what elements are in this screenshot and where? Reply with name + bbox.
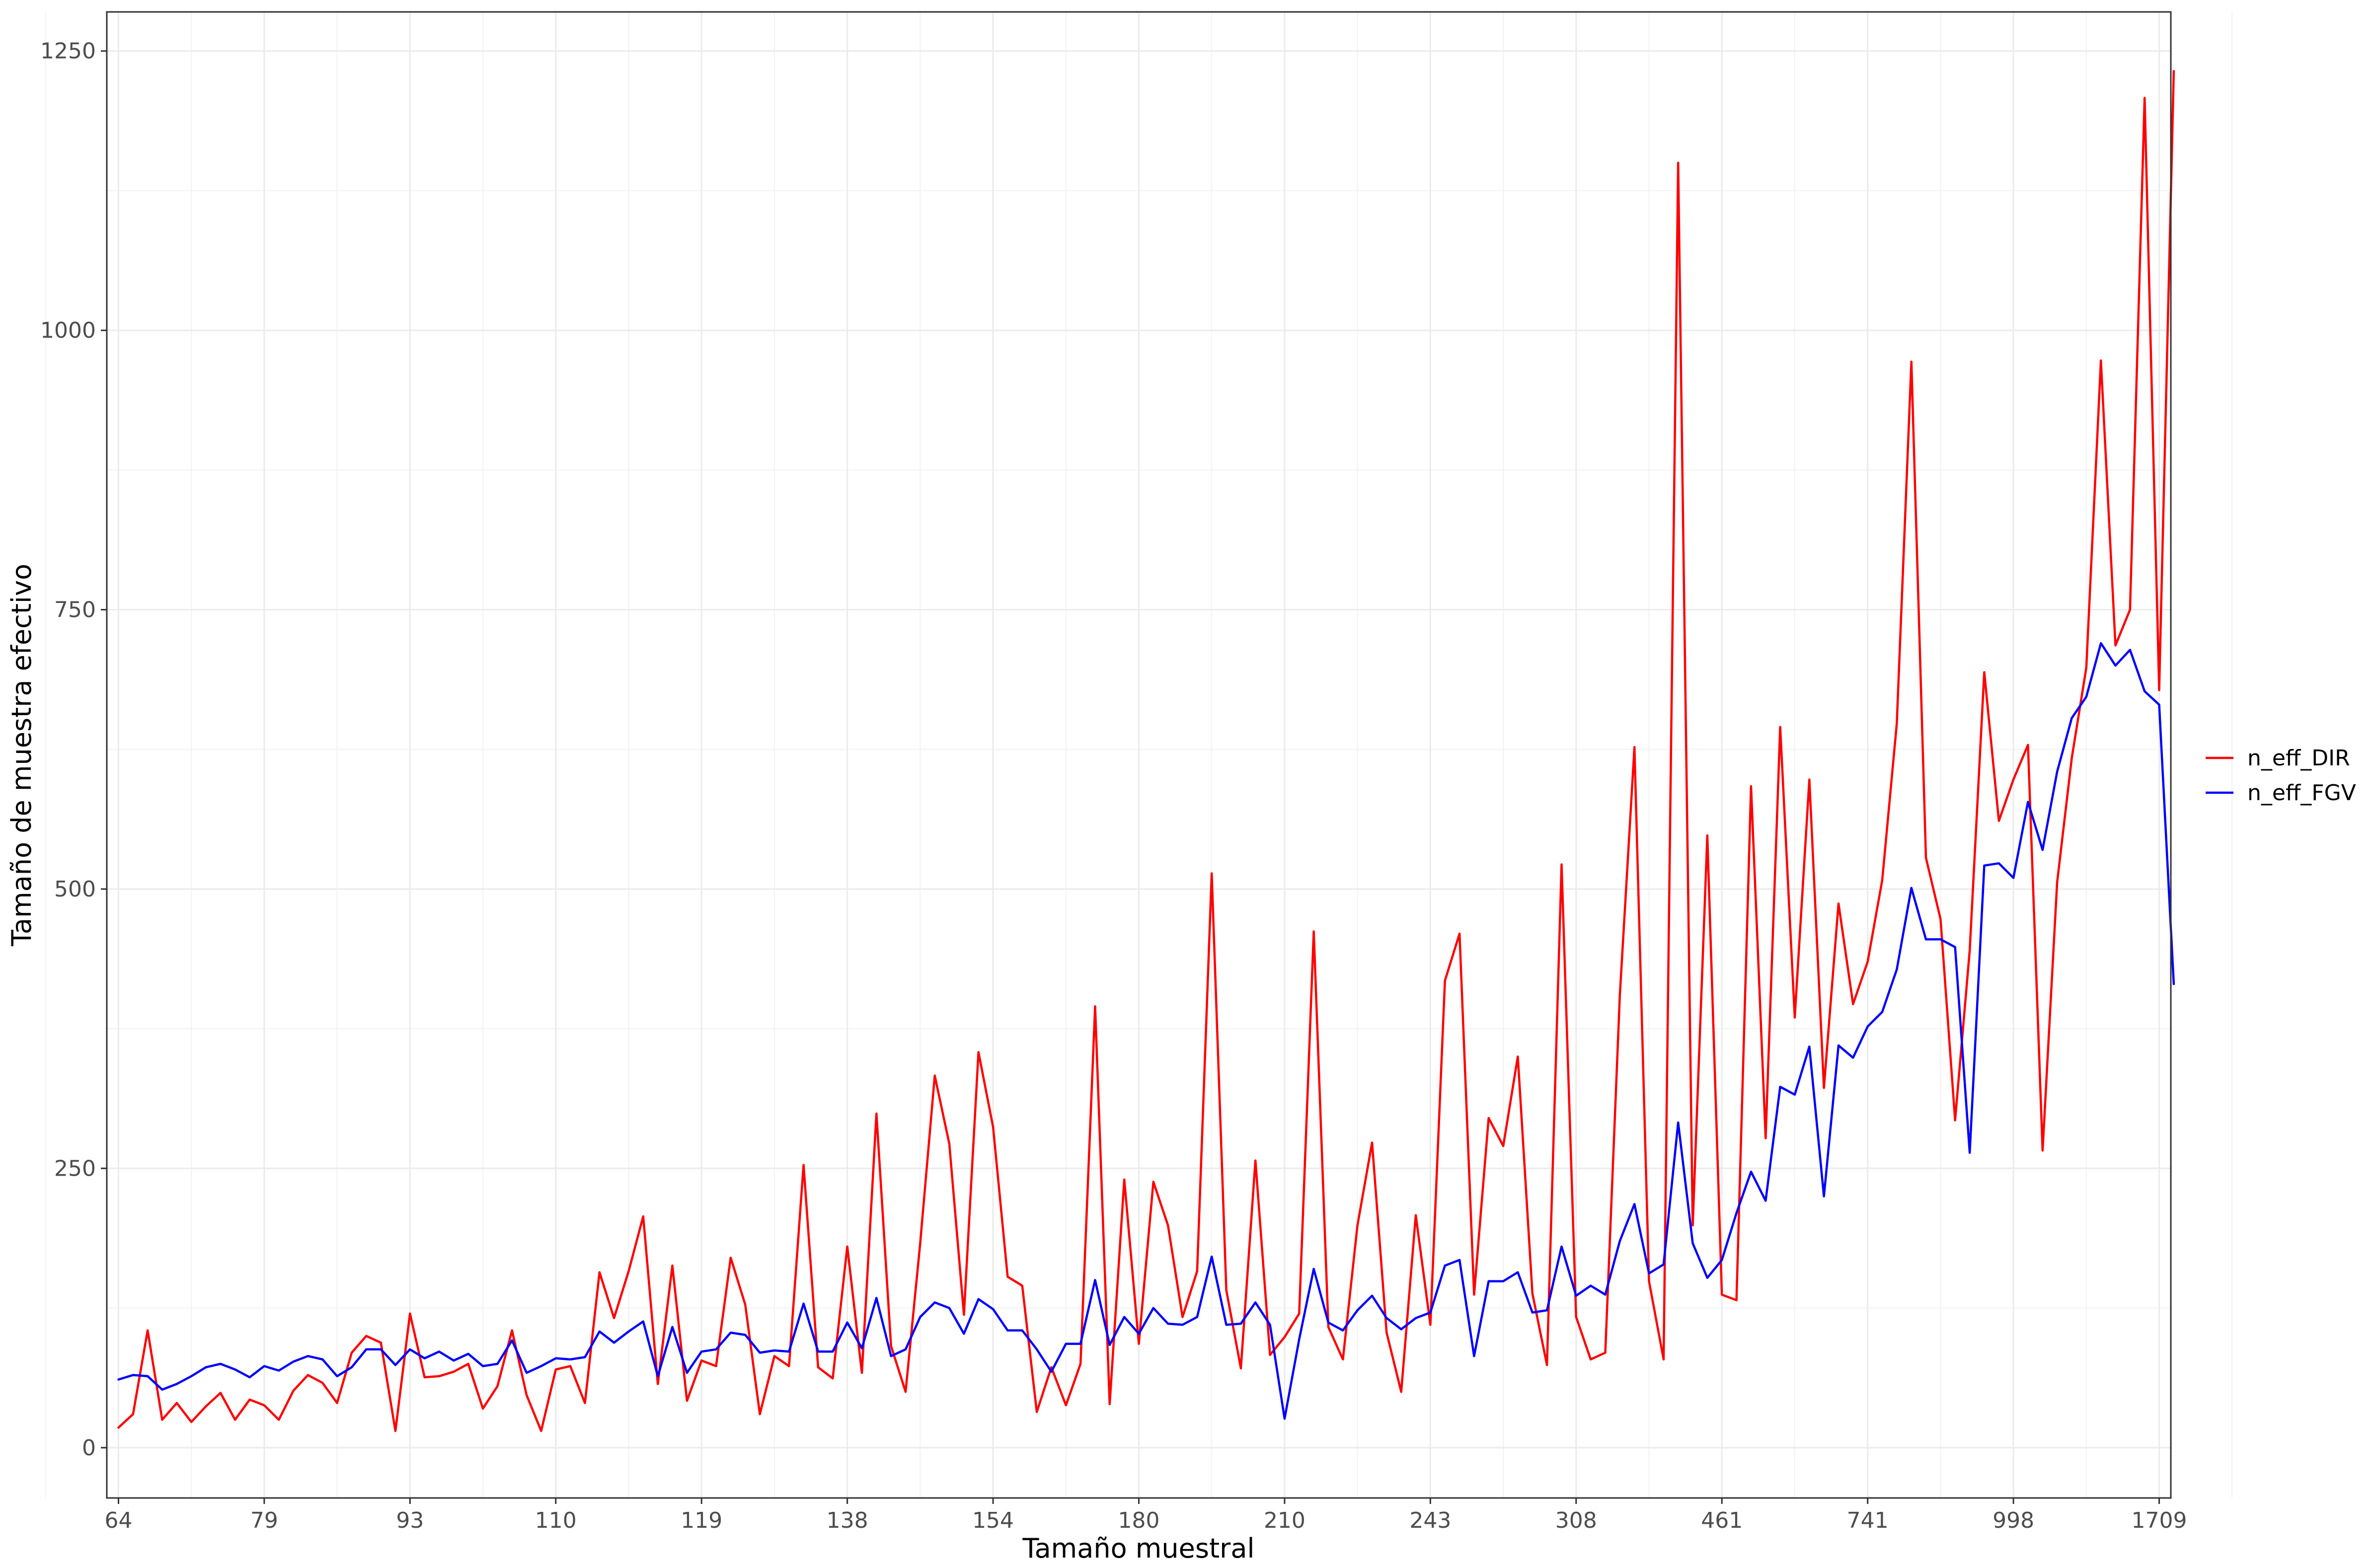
y-tick-label: 1000	[40, 318, 96, 343]
x-tick-label: 1709	[2132, 1508, 2187, 1533]
y-tick-label: 250	[54, 1156, 96, 1181]
x-tick-label: 110	[535, 1508, 577, 1533]
y-axis-title: Tamaño de muestra efectivo	[6, 564, 37, 947]
y-tick-label: 750	[54, 597, 96, 623]
x-axis: 64 79 93 110 119 138 154 180 210 243 308 461 741 998 1…	[104, 1498, 2187, 1533]
x-tick-label: 243	[1409, 1508, 1451, 1533]
series-line-n-eff-dir	[117, 70, 2175, 1432]
y-tick-label: 500	[54, 877, 96, 902]
legend-item: n_eff_DIR	[2206, 746, 2350, 771]
x-tick-label: 154	[972, 1508, 1014, 1533]
x-tick-label: 79	[250, 1508, 278, 1533]
x-tick-label: 138	[827, 1508, 868, 1533]
minor-gridlines	[45, 12, 2233, 1498]
legend-item: n_eff_FGV	[2206, 780, 2356, 806]
legend: n_eff_DIR n_eff_FGV	[2206, 746, 2356, 806]
x-tick-label: 180	[1118, 1508, 1160, 1533]
x-tick-label: 461	[1701, 1508, 1743, 1533]
x-axis-title: Tamaño muestral	[1022, 1533, 1255, 1564]
x-tick-label: 64	[104, 1508, 132, 1533]
legend-label: n_eff_DIR	[2247, 746, 2350, 771]
x-tick-label: 93	[396, 1508, 424, 1533]
major-gridlines	[107, 12, 2171, 1498]
y-axis: 0 250 500 750 1000 1250	[40, 39, 107, 1461]
x-tick-label: 998	[1993, 1508, 2034, 1533]
y-tick-label: 1250	[40, 39, 96, 64]
legend-label: n_eff_FGV	[2247, 780, 2356, 806]
series-lines	[117, 70, 2175, 1432]
x-tick-label: 741	[1847, 1508, 1889, 1533]
x-tick-label: 210	[1264, 1508, 1305, 1533]
series-line-n-eff-fgv	[117, 642, 2175, 1420]
y-tick-label: 0	[82, 1435, 96, 1461]
x-tick-label: 119	[681, 1508, 722, 1533]
x-tick-label: 308	[1555, 1508, 1597, 1533]
